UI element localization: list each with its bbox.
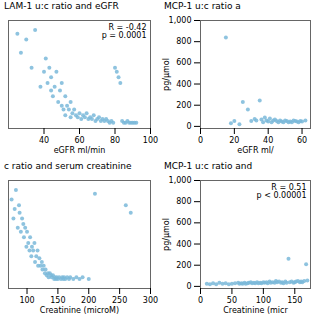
svg-text:40: 40 [263,136,273,145]
svg-text:400: 400 [176,240,191,249]
svg-text:Creatinine (micr: Creatinine (micr [223,306,288,315]
svg-text:150: 150 [287,296,302,305]
html-text:c ratio and serum creatinine: c ratio and serum creatinine [4,161,132,171]
html-text:MCP-1 u:c ratio and: MCP-1 u:c ratio and [164,161,253,171]
svg-text:60: 60 [74,136,84,145]
svg-text:600: 600 [176,58,191,67]
svg-text:250: 250 [112,296,127,305]
svg-text:100: 100 [19,296,34,305]
svg-text:0: 0 [186,122,191,131]
svg-text:50: 50 [227,296,237,305]
svg-text:800: 800 [176,197,191,206]
svg-text:100: 100 [143,136,158,145]
html-text:MCP-1 u:c ratio a: MCP-1 u:c ratio a [164,1,241,11]
svg-text:pg/μmol: pg/μmol [162,58,171,91]
svg-text:0: 0 [186,282,191,291]
svg-text:eGFR ml/min: eGFR ml/min [54,146,106,155]
svg-text:800: 800 [176,37,191,46]
svg-text:1,000: 1,000 [169,176,192,185]
svg-text:200: 200 [81,296,96,305]
svg-text:R = -0.42p = 0.0001: R = -0.42p = 0.0001 [102,23,147,40]
svg-text:pg/μmol: pg/μmol [162,218,171,251]
svg-text:40: 40 [39,136,49,145]
svg-text:R = 0.51p < 0.00001: R = 0.51p < 0.00001 [257,183,307,200]
svg-text:600: 600 [176,218,191,227]
svg-text:150: 150 [50,296,65,305]
svg-text:300: 300 [143,296,158,305]
svg-text:eGFR ml/: eGFR ml/ [237,146,274,155]
svg-text:200: 200 [176,261,191,270]
svg-text:400: 400 [176,80,191,89]
svg-text:80: 80 [110,136,120,145]
svg-text:100: 100 [256,296,271,305]
svg-text:60: 60 [297,136,307,145]
svg-text:Creatinine (microM): Creatinine (microM) [40,306,119,315]
svg-text:20: 20 [229,136,239,145]
svg-text:0: 0 [198,296,203,305]
html-text:LAM-1 u:c ratio and eGFR: LAM-1 u:c ratio and eGFR [4,1,119,11]
svg-text:0: 0 [198,136,203,145]
svg-text:200: 200 [176,101,191,110]
svg-text:1,000: 1,000 [169,16,192,25]
